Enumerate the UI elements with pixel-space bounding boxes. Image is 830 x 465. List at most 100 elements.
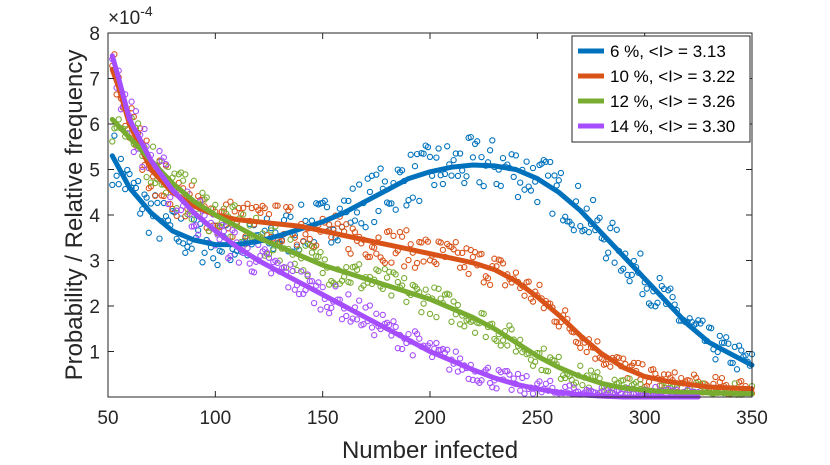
scatter-point: [373, 171, 380, 178]
scatter-point: [310, 244, 318, 251]
scatter-point: [635, 359, 642, 367]
scatter-point: [729, 359, 736, 367]
scatter-point: [192, 222, 200, 229]
scatter-point: [347, 279, 354, 286]
scatter-point: [272, 202, 279, 209]
scatter-point: [302, 217, 309, 225]
scatter-point: [426, 339, 434, 347]
scatter-point: [199, 259, 206, 266]
scatter-point: [718, 339, 726, 346]
scatter-point: [321, 256, 328, 263]
scatter-point: [156, 147, 163, 155]
x-tick-label: 200: [414, 408, 446, 429]
scatter-point: [386, 268, 393, 275]
scatter-point: [501, 368, 509, 375]
x-tick-label: 150: [307, 408, 339, 429]
scatter-point: [544, 172, 552, 179]
scatter-point: [113, 172, 120, 179]
scatter-point: [403, 202, 410, 209]
scatter-point: [306, 241, 313, 248]
scatter-point: [274, 259, 281, 267]
scatter-point: [373, 250, 380, 257]
scatter-point: [248, 204, 255, 212]
scatter-point: [489, 384, 496, 391]
scatter-point: [639, 290, 646, 298]
scatter-point: [162, 189, 170, 196]
scatter-point: [413, 150, 421, 158]
scatter-point: [542, 380, 550, 387]
scatter-point: [250, 269, 258, 276]
scatter-point: [562, 307, 569, 314]
scatter-point: [461, 264, 468, 271]
scatter-point: [510, 173, 517, 181]
scatter-point: [437, 239, 444, 246]
scatter-point: [160, 199, 167, 207]
scatter-point: [441, 170, 449, 178]
scatter-point: [433, 154, 440, 161]
scatter-point: [218, 248, 225, 255]
scatter-point: [508, 386, 515, 393]
y-tick-label: 6: [89, 115, 100, 136]
scatter-point: [723, 334, 730, 341]
scatter-point: [448, 318, 455, 325]
scatter-point: [484, 364, 492, 371]
scatter-point: [431, 181, 438, 189]
scatter-point: [283, 212, 290, 219]
x-tick-label: 250: [521, 408, 553, 429]
scatter-point: [167, 194, 174, 201]
scatter-point: [171, 170, 178, 177]
scatter-point: [386, 227, 393, 235]
scatter-point: [394, 278, 401, 286]
scatter-point: [456, 264, 464, 271]
scatter-point: [310, 299, 318, 307]
scatter-point: [497, 342, 504, 349]
scatter-point: [132, 184, 140, 192]
legend-label: 6 %, <I> = 3.13: [610, 42, 726, 61]
scatter-point: [574, 182, 582, 190]
scatter-point: [137, 125, 144, 132]
legend: 6 %, <I> = 3.13 10 %, <I> = 3.22 12 %, <I>…: [571, 35, 751, 143]
scatter-point: [267, 227, 275, 234]
x-axis-label: Number infected: [342, 437, 518, 464]
scatter-point: [227, 198, 234, 205]
scatter-point: [529, 390, 537, 397]
scatter-point: [259, 230, 266, 237]
scatter-point: [708, 325, 715, 332]
scatter-point: [592, 355, 599, 362]
scatter-point: [392, 271, 399, 278]
scatter-point: [454, 249, 462, 256]
scatter-point: [555, 177, 562, 184]
scatter-point: [343, 221, 350, 228]
scatter-point: [471, 329, 479, 336]
curve-layer: [109, 53, 755, 400]
scatter-point: [373, 310, 380, 317]
scatter-point: [738, 347, 745, 354]
scatter-point: [366, 253, 374, 261]
scatter-point: [304, 271, 311, 278]
scatter-point: [589, 196, 597, 204]
scatter-point: [364, 175, 371, 182]
scatter-point: [280, 264, 288, 271]
scatter-point: [454, 172, 462, 180]
scatter-point: [407, 151, 414, 158]
scatter-point: [398, 345, 406, 353]
scatter-point: [463, 173, 470, 180]
y-tick-label: 2: [89, 297, 100, 318]
scatter-point: [465, 375, 472, 383]
scatter-point: [179, 177, 187, 184]
scatter-point: [514, 370, 522, 378]
tick-layer: 50 100 150 200 250 300 350 1 2 3 4 5 6 7 8: [89, 24, 767, 429]
scatter-point: [278, 238, 286, 245]
scatter-point: [555, 353, 562, 361]
scatter-point: [366, 302, 374, 309]
scatter-point: [403, 298, 410, 306]
series-fit-line: [109, 153, 755, 368]
scatter-point: [328, 304, 335, 311]
scatter-point: [162, 161, 170, 168]
scatter-point: [577, 344, 584, 351]
scatter-point: [287, 236, 294, 243]
scatter-point: [182, 171, 189, 178]
scatter-point: [489, 137, 496, 144]
y-tick-label: 7: [89, 70, 100, 91]
scatter-point: [351, 228, 359, 236]
